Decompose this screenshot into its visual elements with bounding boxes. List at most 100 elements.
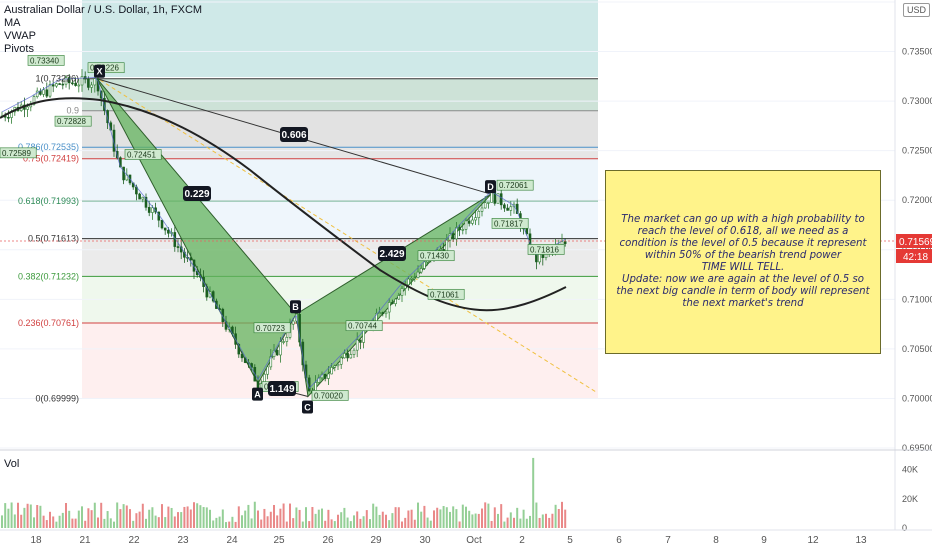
volume-bar — [455, 509, 458, 528]
fib-level-label: 0.9 — [66, 106, 79, 116]
pivot-label-box — [253, 322, 291, 334]
volume-bar — [202, 507, 205, 528]
candle-body — [448, 233, 452, 241]
volume-bar — [26, 503, 29, 528]
volume-bar — [545, 513, 547, 528]
volume-bar — [465, 506, 467, 528]
volume-bar — [484, 502, 487, 528]
volume-bar — [193, 502, 195, 528]
volume-bar — [477, 513, 480, 528]
volume-bar — [442, 506, 445, 528]
volume-bar — [311, 507, 314, 528]
volume-bar — [93, 502, 96, 528]
candle-body — [211, 291, 215, 302]
volume-bar — [170, 507, 173, 528]
volume-bar — [113, 521, 115, 528]
volume-bar — [157, 517, 160, 528]
candle-body — [359, 339, 362, 343]
fib-level-label: 0.382(0.71232) — [18, 271, 79, 281]
volume-bar — [10, 502, 13, 528]
volume-bar — [509, 512, 512, 528]
volume-bar — [301, 521, 304, 528]
volume-bar — [564, 509, 567, 528]
volume-bar — [279, 508, 282, 528]
volume-bar — [356, 511, 359, 528]
indicator-ma[interactable]: MA — [4, 17, 21, 29]
currency-badge[interactable]: USD — [903, 3, 931, 17]
symbol-title[interactable]: Australian Dollar / U.S. Dollar, 1h, FXC… — [4, 4, 203, 16]
volume-bar — [237, 506, 240, 528]
volume-bar — [471, 514, 474, 528]
time-tick-label: 7 — [665, 535, 671, 546]
time-tick-label: 9 — [761, 535, 767, 546]
volume-bar — [189, 509, 192, 528]
volume-bar — [519, 518, 522, 528]
ratio-label-box — [268, 381, 296, 396]
fib-level-label: 0.236(0.70761) — [18, 318, 79, 328]
time-tick-label: 30 — [419, 535, 431, 546]
candle-body — [61, 83, 65, 86]
candle-body — [381, 312, 385, 315]
candle-body — [266, 366, 269, 375]
candle-body — [458, 227, 461, 231]
annotation-note[interactable]: The market can go up with a high probabi… — [605, 170, 881, 354]
time-tick-label: 5 — [567, 535, 573, 546]
volume-bar — [538, 517, 541, 528]
volume-bar — [49, 511, 51, 528]
volume-bar — [196, 503, 199, 528]
candle-body — [327, 373, 330, 379]
candle-body — [336, 364, 340, 367]
volume-bar — [103, 518, 106, 528]
price-tick-label: 0.73500 — [902, 47, 932, 57]
candle-body — [407, 278, 410, 286]
indicator-pivots[interactable]: Pivots — [4, 43, 34, 55]
pattern-point-marker — [302, 400, 313, 414]
time-tick-label: 24 — [226, 535, 238, 546]
volume-bar — [209, 509, 211, 528]
candle-body — [138, 193, 141, 200]
volume-bar — [29, 504, 32, 528]
volume-bar — [381, 511, 384, 528]
volume-bar — [525, 518, 528, 528]
indicator-vwap[interactable]: VWAP — [4, 30, 36, 42]
volume-bar — [401, 521, 403, 528]
volume-tick-label: 20K — [902, 494, 918, 504]
volume-label[interactable]: Vol — [4, 458, 20, 470]
volume-bar — [353, 515, 355, 528]
volume-bar — [241, 515, 243, 528]
volume-bar — [180, 512, 183, 528]
volume-bars — [1, 457, 567, 528]
candle-body — [106, 110, 109, 124]
candle-body — [189, 257, 193, 261]
volume-bar — [445, 507, 448, 528]
volume-bar — [77, 510, 80, 528]
volume-bar — [135, 513, 138, 528]
candle-body — [144, 196, 148, 208]
volume-bar — [413, 519, 416, 528]
volume-bar — [244, 510, 247, 528]
price-tick-label: 0.70500 — [902, 344, 932, 354]
candle-body — [51, 84, 55, 87]
candle-body — [93, 78, 97, 86]
volume-bar — [141, 503, 144, 528]
price-tick-label: 0.69500 — [902, 443, 932, 453]
volume-bar — [548, 517, 551, 528]
fib-level-label: 1(0.73226) — [35, 74, 79, 84]
candle-body — [122, 166, 125, 181]
time-axis[interactable]: 18 21 22 23 24 25 26 29 30 Oct 2 5 6 7 8 9 12 13 — [30, 535, 867, 546]
volume-bar — [452, 506, 455, 528]
pattern-point-marker — [290, 300, 301, 314]
time-tick-label: 25 — [273, 535, 285, 546]
candle-body — [419, 268, 423, 273]
candle-body — [240, 353, 244, 359]
volume-bar — [74, 518, 77, 528]
candle-body — [205, 286, 209, 298]
volume-bar — [7, 508, 10, 528]
pivot-label-box — [496, 179, 534, 191]
ratio-label: 2.429 — [379, 249, 404, 260]
fibonacci-labels: 1(0.73226) 0.9 0.786(0.72535) 0.75(0.72419)… — [18, 74, 79, 404]
candle-body — [58, 83, 61, 85]
time-tick-label: Oct — [466, 535, 482, 546]
volume-bar — [487, 503, 490, 528]
